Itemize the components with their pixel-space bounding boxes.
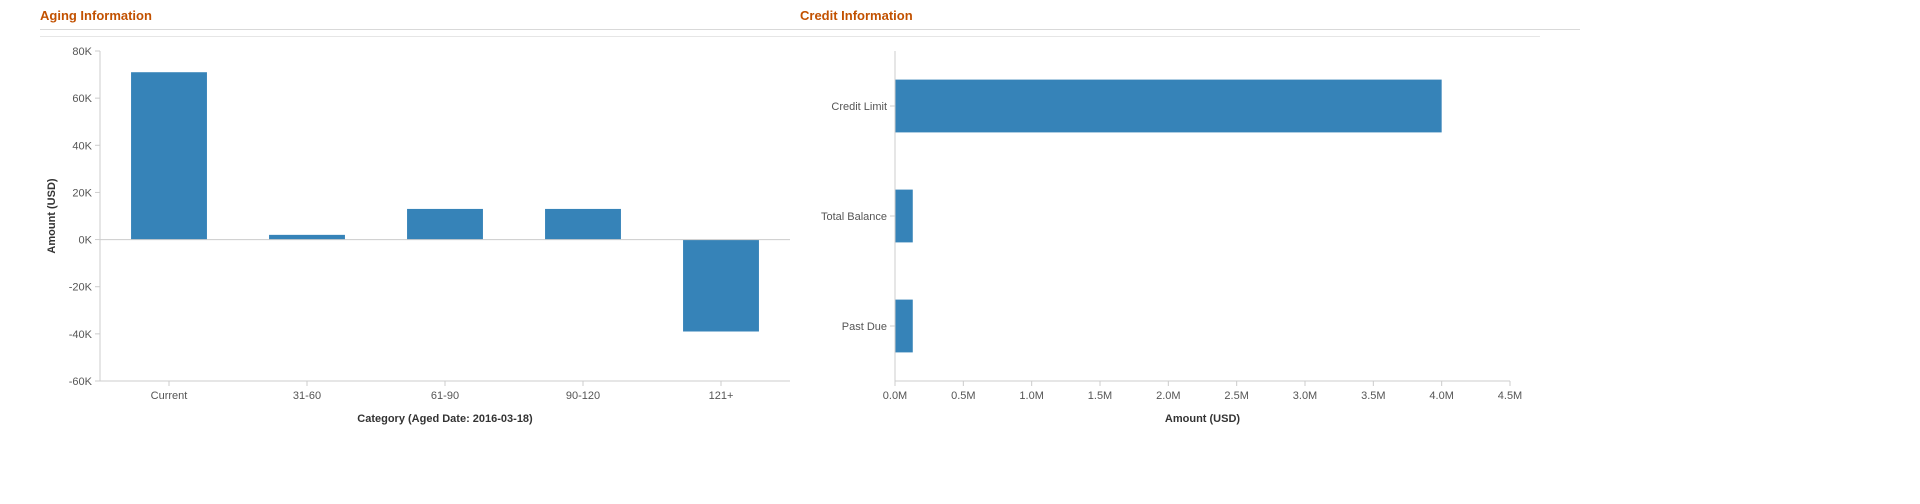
svg-text:121+: 121+ [709, 390, 734, 402]
aging-panel: Aging Information -60K -40K -20K 0K 20K 40K 60… [0, 0, 800, 504]
svg-text:-20K: -20K [69, 282, 93, 294]
aging-panel-title: Aging Information [40, 0, 800, 30]
svg-text:2.0M: 2.0M [1156, 390, 1180, 402]
svg-text:3.0M: 3.0M [1293, 390, 1317, 402]
credit-panel: Credit Information 0.0M 0.5M 1.0M 1.5M 2.0M 2… [800, 0, 1580, 504]
svg-text:1.0M: 1.0M [1019, 390, 1043, 402]
svg-text:31-60: 31-60 [293, 390, 321, 402]
svg-text:Past Due: Past Due [842, 321, 887, 333]
svg-text:Amount (USD): Amount (USD) [1165, 413, 1240, 425]
svg-text:-60K: -60K [69, 376, 93, 388]
svg-text:4.5M: 4.5M [1498, 390, 1522, 402]
credit-bar [895, 80, 1442, 133]
svg-text:1.5M: 1.5M [1088, 390, 1112, 402]
svg-text:40K: 40K [72, 140, 92, 152]
svg-text:Current: Current [151, 390, 188, 402]
svg-text:20K: 20K [72, 187, 92, 199]
aging-bar [683, 240, 759, 332]
svg-text:Credit Limit: Credit Limit [831, 101, 887, 113]
credit-chart: 0.0M 0.5M 1.0M 1.5M 2.0M 2.5M 3.0M 3.5M 4.0M 4.5M… [800, 36, 1580, 436]
svg-text:Category (Aged Date: 2016-03-1: Category (Aged Date: 2016-03-18) [357, 413, 533, 425]
svg-text:4.0M: 4.0M [1429, 390, 1453, 402]
aging-bar [269, 235, 345, 240]
aging-bar [131, 72, 207, 239]
aging-chart: -60K -40K -20K 0K 20K 40K 60K 80K Amount (USD) Cu… [40, 36, 800, 436]
credit-bar [895, 300, 913, 353]
credit-bar [895, 190, 913, 243]
svg-text:90-120: 90-120 [566, 390, 600, 402]
aging-bar [407, 209, 483, 240]
aging-bar [545, 209, 621, 240]
svg-text:0K: 0K [79, 235, 93, 247]
svg-text:-40K: -40K [69, 329, 93, 341]
svg-text:Total Balance: Total Balance [821, 211, 887, 223]
svg-text:0.0M: 0.0M [883, 390, 907, 402]
svg-text:80K: 80K [72, 46, 92, 58]
svg-text:Amount (USD): Amount (USD) [46, 178, 58, 253]
aging-chart-svg: -60K -40K -20K 0K 20K 40K 60K 80K Amount (USD) Cu… [40, 36, 800, 436]
dashboard: Aging Information -60K -40K -20K 0K 20K 40K 60… [0, 0, 1920, 504]
svg-text:60K: 60K [72, 93, 92, 105]
svg-text:61-90: 61-90 [431, 390, 459, 402]
svg-text:0.5M: 0.5M [951, 390, 975, 402]
credit-panel-title: Credit Information [800, 0, 1580, 30]
svg-text:2.5M: 2.5M [1224, 390, 1248, 402]
credit-chart-svg: 0.0M 0.5M 1.0M 1.5M 2.0M 2.5M 3.0M 3.5M 4.0M 4.5M… [800, 36, 1540, 436]
svg-text:3.5M: 3.5M [1361, 390, 1385, 402]
